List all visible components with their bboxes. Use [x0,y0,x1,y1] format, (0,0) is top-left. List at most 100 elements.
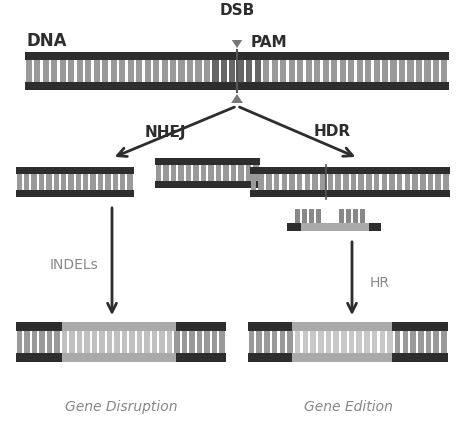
Bar [120,174,125,190]
Bar [402,331,408,353]
Bar [349,331,354,353]
Bar [343,174,348,190]
Bar [323,60,329,82]
Text: PAM: PAM [251,35,288,50]
Bar [39,331,45,353]
Bar [382,174,387,190]
Bar [24,174,29,190]
Bar [295,331,301,353]
Bar [365,60,371,82]
Bar [441,331,447,353]
Bar [328,174,333,190]
Bar [54,331,60,353]
Bar [92,331,97,353]
Bar [114,331,119,353]
Bar [171,165,176,181]
Bar [156,165,161,181]
Bar [255,60,261,82]
Bar [84,331,90,353]
Bar [302,331,308,353]
Bar [221,60,227,82]
Bar [238,60,244,82]
Bar [167,331,172,353]
Bar [68,60,74,82]
Bar [282,174,287,190]
Bar [39,174,44,190]
Bar [105,174,110,190]
Bar [17,174,22,190]
Bar [83,174,89,190]
Bar [251,174,256,190]
Bar [374,60,380,82]
Bar [179,60,184,82]
Bar [60,60,66,82]
Bar [301,209,307,223]
Bar [17,331,22,353]
Bar [292,322,392,331]
Text: INDELs: INDELs [50,258,99,272]
Bar [238,165,244,181]
Text: DSB: DSB [219,3,255,18]
Bar [136,60,142,82]
Bar [389,174,395,190]
Bar [287,223,381,231]
Bar [26,60,32,82]
Bar [353,209,358,223]
Bar [443,174,448,190]
Bar [326,331,331,353]
Bar [137,331,142,353]
Text: Gene Disruption: Gene Disruption [65,400,177,414]
Bar [428,174,433,190]
Bar [31,174,37,190]
Bar [436,174,441,190]
Bar [113,174,118,190]
Bar [408,60,413,82]
Bar [170,60,176,82]
Bar [223,165,228,181]
Bar [253,165,259,181]
Bar [297,174,302,190]
Bar [410,331,416,353]
Bar [229,60,236,82]
Bar [119,60,125,82]
Bar [159,331,164,353]
Bar [266,174,272,190]
Bar [145,60,151,82]
Bar [34,60,40,82]
Bar [69,331,74,353]
Bar [197,331,202,353]
Bar [128,174,133,190]
Bar [250,190,450,197]
Text: NHEJ: NHEJ [144,125,186,139]
Bar [43,60,49,82]
Bar [212,60,219,82]
Bar [295,209,300,223]
Bar [47,331,52,353]
Bar [178,165,183,181]
Bar [231,165,236,181]
Bar [341,331,346,353]
Bar [331,60,337,82]
Bar [397,174,402,190]
Bar [129,331,135,353]
Bar [98,174,103,190]
Bar [62,331,67,353]
Bar [249,331,255,353]
Bar [320,174,326,190]
Bar [287,331,293,353]
Bar [339,209,344,223]
Bar [110,60,117,82]
Bar [62,322,175,331]
Bar [364,331,370,353]
Bar [426,331,431,353]
Bar [339,60,346,82]
Bar [208,165,214,181]
Bar [193,165,199,181]
Bar [246,165,251,181]
Bar [405,174,410,190]
Bar [289,60,295,82]
Bar [374,174,379,190]
Bar [289,174,295,190]
Bar [256,331,262,353]
Bar [99,331,105,353]
